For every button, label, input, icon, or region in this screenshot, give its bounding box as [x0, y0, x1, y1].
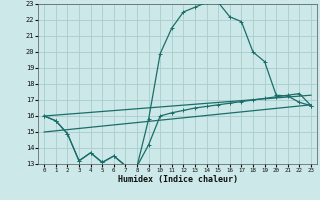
X-axis label: Humidex (Indice chaleur): Humidex (Indice chaleur): [118, 175, 238, 184]
